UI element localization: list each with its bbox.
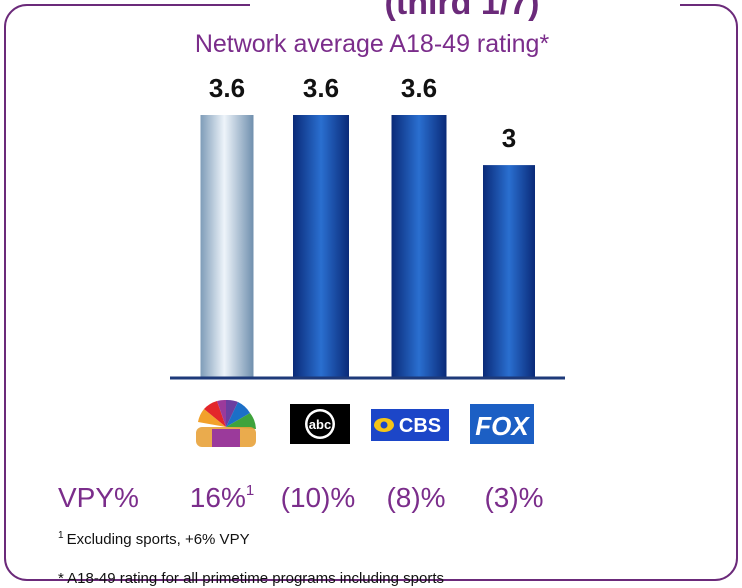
vpy-value: (10)% — [281, 482, 356, 513]
vpy-value: (3)% — [484, 482, 543, 513]
bar — [200, 115, 254, 378]
bar — [391, 115, 447, 378]
vpy-value: 16%1 — [190, 482, 254, 513]
footnote-text: Excluding sports, +6% VPY — [67, 531, 250, 548]
vpy-text: (8)% — [386, 482, 445, 513]
value-label: 3.6 — [401, 73, 437, 103]
bar — [293, 115, 349, 378]
footnote: 1 Excluding sports, +6% VPY — [58, 530, 250, 548]
footnote-marker: 1 — [58, 530, 64, 541]
footnote: * A18-49 rating for all primetime progra… — [58, 570, 444, 587]
value-label: 3 — [502, 123, 516, 153]
vpy-superscript: 1 — [246, 482, 254, 499]
value-label: 3.6 — [209, 73, 245, 103]
vpy-text: (10)% — [281, 482, 356, 513]
fox-logo — [470, 404, 534, 444]
nbc-logo — [196, 399, 256, 447]
vpy-label: VPY% — [58, 482, 139, 513]
vpy-text: 16% — [190, 482, 246, 513]
value-label: 3.6 — [303, 73, 339, 103]
category-logo-text: FOX — [475, 411, 530, 441]
vpy-text: (3)% — [484, 482, 543, 513]
category-logo-text: abc — [309, 417, 331, 432]
logos — [196, 399, 534, 447]
chart-subtitle: Network average A18-49 rating* — [195, 30, 550, 58]
chart-title: (third 1/7) — [385, 0, 540, 22]
vpy-value: (8)% — [386, 482, 445, 513]
footnote-text: * A18-49 rating for all primetime progra… — [58, 570, 444, 587]
category-logo-text: CBS — [399, 415, 441, 437]
title-gap — [250, 0, 680, 12]
bar — [483, 165, 535, 378]
